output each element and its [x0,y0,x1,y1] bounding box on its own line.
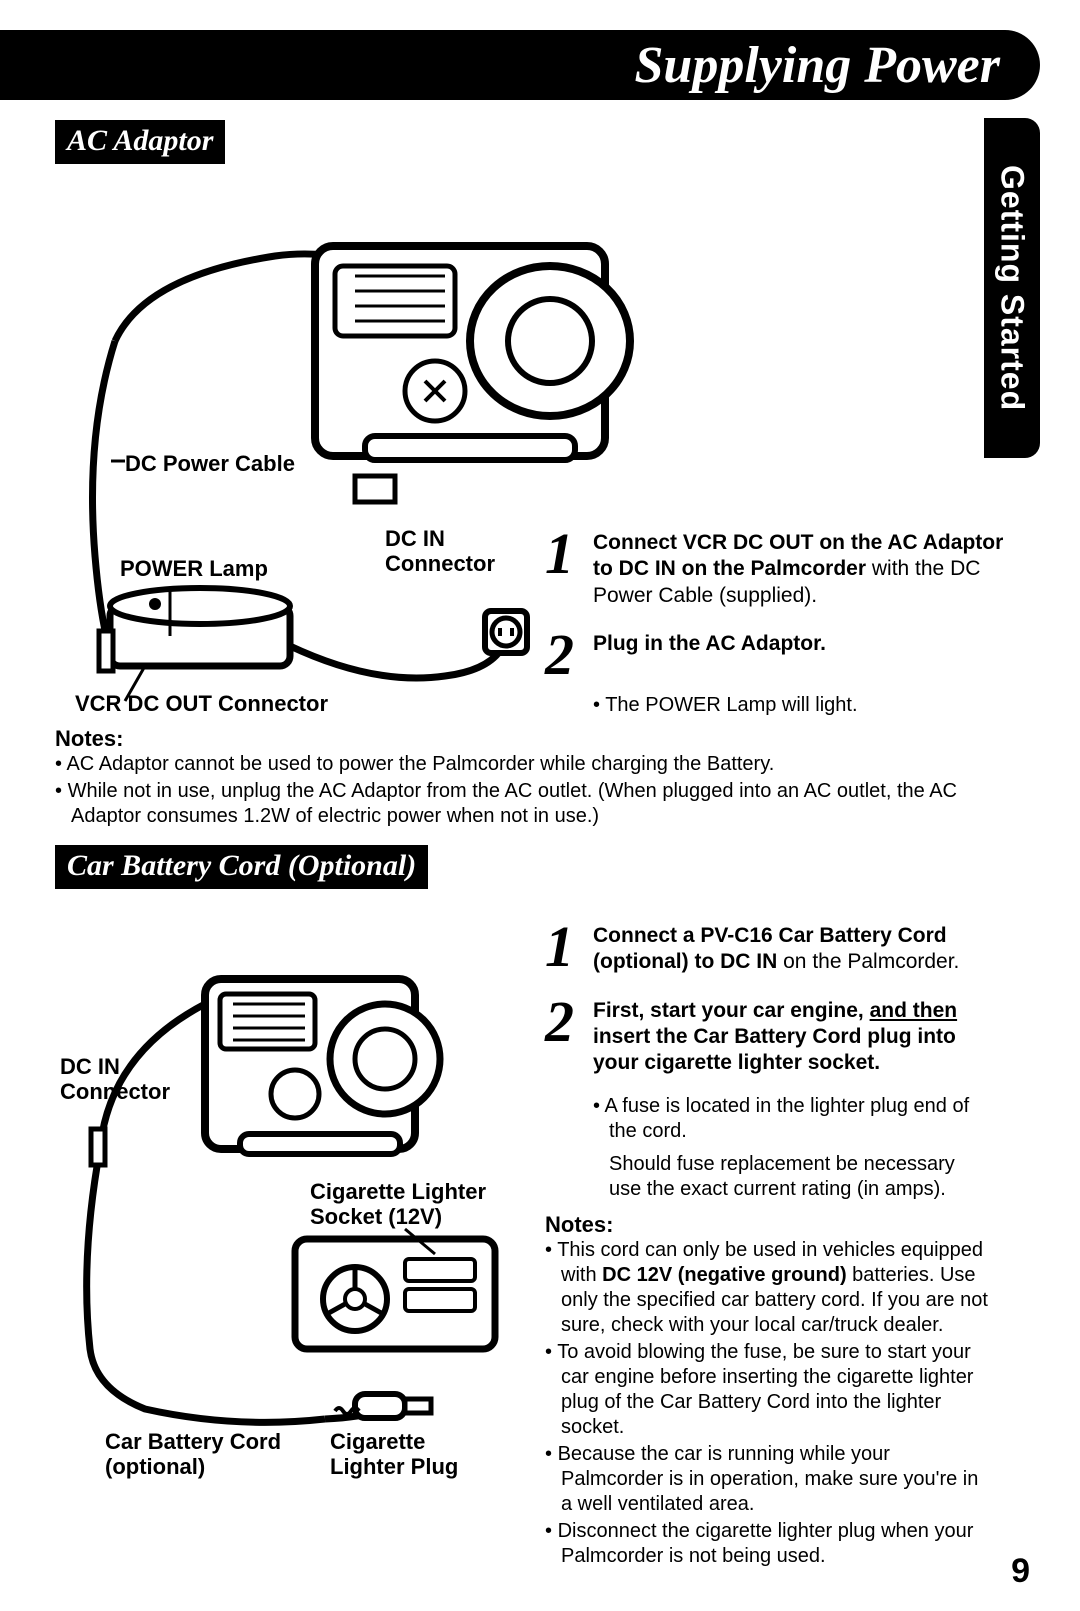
section2-note-item: To avoid blowing the fuse, be sure to st… [545,1340,990,1440]
page-title: Supplying Power [635,36,1001,95]
s2-step-2-bold-u: and then [870,999,958,1022]
s2-step-2-sub2: Should fuse replacement be necessary use… [609,1152,990,1202]
s2-step-2: 2 First, start your car engine, and then… [545,994,990,1077]
callout-lighter-plug-1: Cigarette [330,1429,425,1454]
section1: DC Power Cable POWER Lamp DC IN Connecto… [55,176,990,716]
s2-step-2-body: First, start your car engine, and then i… [593,994,990,1077]
callout-dc-in2-1: DC IN [60,1054,120,1079]
callout-power-lamp: POWER Lamp [120,556,268,581]
section1-note-item: AC Adaptor cannot be used to power the P… [55,752,990,777]
callout-lighter-socket-2: Socket (12V) [310,1204,442,1229]
section1-notes-head: Notes: [55,726,990,752]
section1-notes: AC Adaptor cannot be used to power the P… [55,752,990,829]
s2-step-2-bold-pre: First, start your car engine, [593,999,870,1022]
s2-step-2-sub1: A fuse is located in the lighter plug en… [593,1094,990,1144]
section1-steps: 1 Connect VCR DC OUT on the AC Adaptor t… [545,526,1015,717]
s2-step-1-body: Connect a PV-C16 Car Battery Cord (optio… [593,919,990,976]
step-2: 2 Plug in the AC Adaptor. [545,627,1015,677]
section2-diagram: DC IN Connector Cigarette Lighter Socket… [55,919,535,1479]
content: AC Adaptor [55,120,990,1571]
section1-label: AC Adaptor [55,120,225,164]
callout-vcr-dc-out: VCR DC OUT Connector [75,691,328,716]
step-2-bold: Plug in the AC Adaptor. [593,632,826,655]
side-tab: Getting Started [984,118,1040,458]
step-2-sub: The POWER Lamp will light. [593,694,1015,717]
step-2-body: Plug in the AC Adaptor. [593,627,826,677]
section2: DC IN Connector Cigarette Lighter Socket… [55,919,990,1571]
section2-note-item: Disconnect the cigarette lighter plug wh… [545,1519,990,1569]
section2-notes-head: Notes: [545,1212,990,1238]
s2-step-2-subs: A fuse is located in the lighter plug en… [593,1094,990,1144]
s2-step-1: 1 Connect a PV-C16 Car Battery Cord (opt… [545,919,990,976]
side-tab-label: Getting Started [994,165,1031,411]
page-number: 9 [1011,1552,1030,1591]
callout-dc-power-cable: DC Power Cable [125,451,295,476]
callout-lighter-plug-2: Lighter Plug [330,1454,458,1479]
step-2-number: 2 [545,627,585,677]
section1-note-item: While not in use, unplug the AC Adaptor … [55,779,990,829]
section2-label: Car Battery Cord (Optional) [55,845,428,889]
section2-notes: This cord can only be used in vehicles e… [545,1238,990,1569]
page-title-bar: Supplying Power [55,30,1040,100]
s2-step-1-number: 1 [545,919,585,976]
step-1: 1 Connect VCR DC OUT on the AC Adaptor t… [545,526,1015,609]
s2-step-1-rest: on the Palmcorder. [777,950,959,973]
section2-note-item: Because the car is running while your Pa… [545,1442,990,1517]
section2-note-item: This cord can only be used in vehicles e… [545,1238,990,1338]
s2-step-2-number: 2 [545,994,585,1077]
callout-car-cord-1: Car Battery Cord [105,1429,281,1454]
section2-text: 1 Connect a PV-C16 Car Battery Cord (opt… [545,919,990,1571]
step-1-body: Connect VCR DC OUT on the AC Adaptor to … [593,526,1015,609]
step-1-number: 1 [545,526,585,609]
s2-step-2-bold-post: insert the Car Battery Cord plug into yo… [593,1025,956,1074]
callout-dc-in-1: DC IN [385,526,445,551]
callout-dc-in2-2: Connector [60,1079,170,1104]
callout-car-cord-2: (optional) [105,1454,205,1479]
callout-lighter-socket-1: Cigarette Lighter [310,1179,486,1204]
callout-dc-in-2: Connector [385,551,495,576]
